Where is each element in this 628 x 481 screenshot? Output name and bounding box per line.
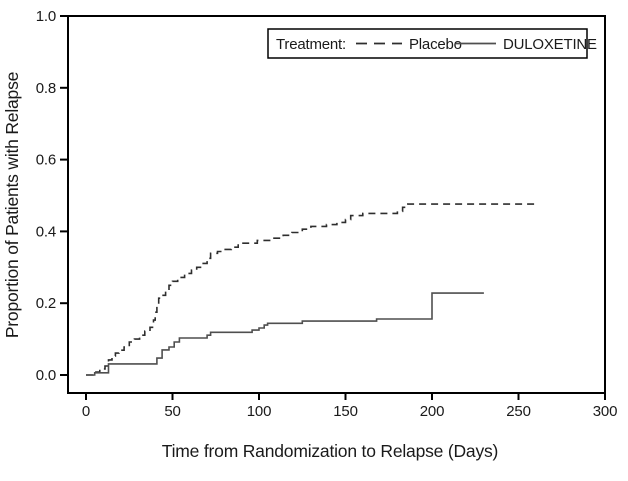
y-axis-title: Proportion of Patients with Relapse (2, 72, 22, 338)
x-tick-label: 50 (164, 403, 180, 420)
survival-curves (86, 203, 536, 376)
y-tick-label: 0.6 (36, 152, 56, 169)
x-axis-title: Time from Randomization to Relapse (Days… (162, 441, 498, 461)
y-axis-ticks: 0.0 0.2 0.4 0.6 0.8 1.0 (36, 8, 68, 384)
legend-duloxetine-label: DULOXETINE (503, 36, 597, 53)
y-tick-label: 0.4 (36, 223, 56, 240)
y-tick-label: 0.2 (36, 295, 56, 312)
curve-placebo (86, 203, 536, 376)
legend-placebo-label: Placebo (409, 36, 462, 53)
y-tick-label: 0.0 (36, 367, 56, 384)
x-tick-label: 100 (247, 403, 271, 420)
x-axis-ticks: 0 50 100 150 200 250 300 (82, 393, 617, 420)
x-tick-label: 0 (82, 403, 90, 420)
x-tick-label: 150 (333, 403, 357, 420)
x-tick-label: 250 (506, 403, 530, 420)
x-tick-label: 200 (420, 403, 444, 420)
legend-border (267, 28, 588, 59)
y-tick-label: 0.8 (36, 80, 56, 97)
legend: Treatment: Placebo DULOXETINE (267, 28, 597, 59)
plot-area-border (67, 15, 606, 394)
x-tick-label: 300 (593, 403, 617, 420)
y-tick-label: 1.0 (36, 8, 56, 25)
curve-duloxetine (86, 292, 484, 376)
legend-title: Treatment: (276, 36, 346, 53)
